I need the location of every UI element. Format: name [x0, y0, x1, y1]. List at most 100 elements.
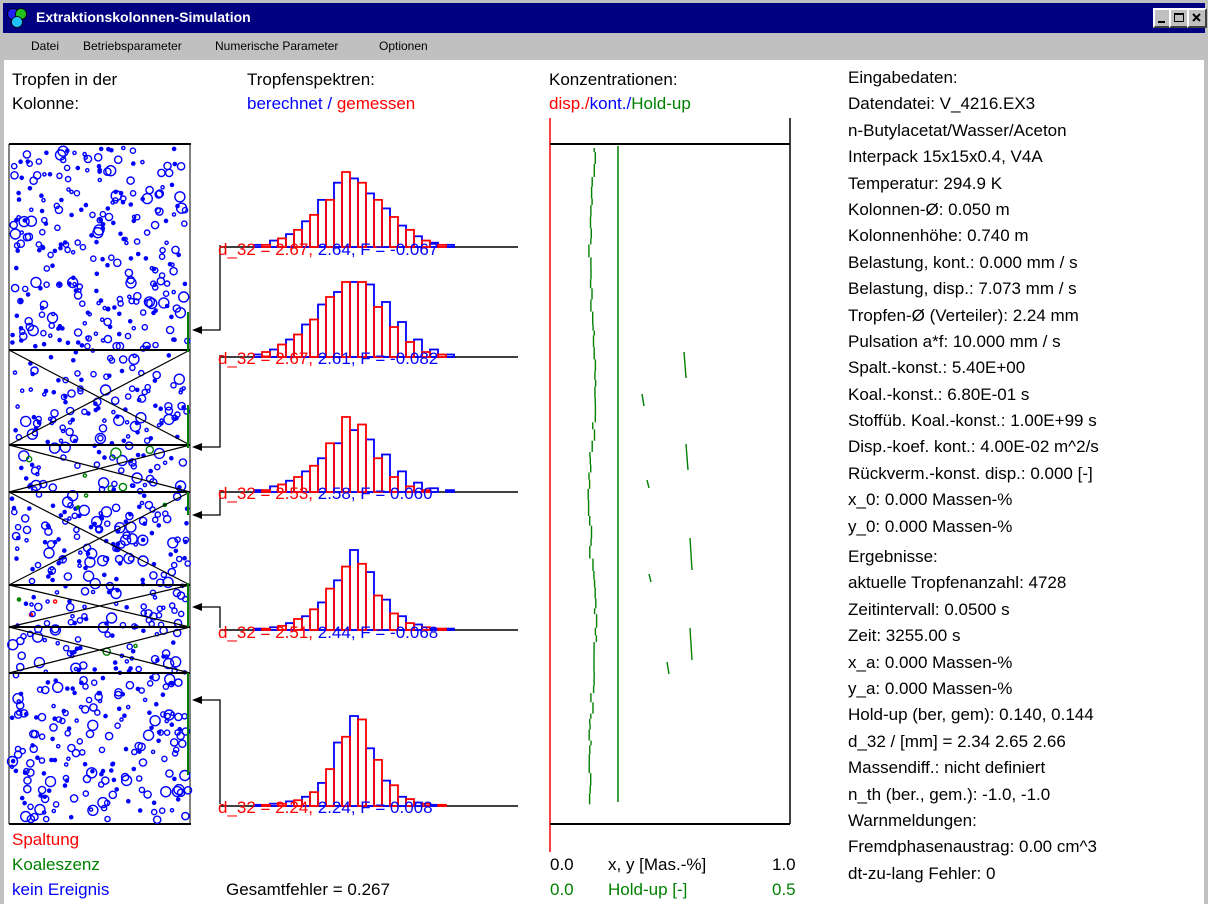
- drop: [62, 241, 70, 248]
- maximize-icon: [1174, 13, 1184, 22]
- results-line-1: aktuelle Tropfenanzahl: 4728: [848, 573, 1067, 593]
- drop: [125, 680, 135, 690]
- input-data-line-10: Pulsation a*f: 10.000 mm / s: [848, 331, 1061, 351]
- drop: [165, 325, 175, 335]
- drop: [152, 595, 158, 600]
- arrow-head-icon: [192, 696, 202, 704]
- drop: [176, 162, 186, 171]
- drop: [67, 743, 76, 753]
- drop: [96, 300, 101, 306]
- drop: [35, 158, 43, 165]
- drop: [70, 686, 75, 691]
- drop: [174, 306, 187, 319]
- sampling-arrow: [194, 245, 221, 331]
- drop: [93, 153, 103, 162]
- drop: [106, 589, 112, 595]
- menu-options[interactable]: Optionen: [379, 39, 428, 53]
- maximize-button[interactable]: [1169, 8, 1189, 28]
- drop: [179, 387, 184, 393]
- drop: [74, 718, 79, 723]
- drop: [169, 314, 174, 320]
- drop: [19, 388, 25, 394]
- input-data-line-1: Datendatei: V_4216.EX3: [848, 94, 1036, 114]
- drop: [105, 262, 110, 268]
- menu-numeric-parameters[interactable]: Numerische Parameter: [215, 39, 339, 53]
- drop: [67, 420, 73, 425]
- drop: [110, 761, 116, 767]
- drop: [47, 251, 54, 259]
- drop: [155, 658, 160, 663]
- histogram-bar-measured: [261, 489, 271, 493]
- drop: [149, 715, 161, 727]
- drop: [128, 256, 134, 261]
- menu-file[interactable]: Datei: [31, 39, 60, 53]
- drop: [10, 332, 15, 338]
- drop: [89, 703, 98, 712]
- drop: [59, 424, 67, 432]
- arrow-head-icon: [192, 326, 202, 334]
- drop: [18, 215, 30, 228]
- drop: [119, 534, 132, 546]
- drop: [111, 220, 116, 226]
- drop: [29, 610, 36, 618]
- histogram-bar-measured: [357, 562, 367, 631]
- histogram-bar-measured: [293, 799, 303, 807]
- histogram-bar-measured: [421, 802, 431, 807]
- drop: [60, 393, 68, 401]
- hist-label-5: d_32 = 2.24, 2.24, F = 0.008: [218, 798, 433, 817]
- drop: [65, 427, 74, 437]
- drop: [106, 146, 111, 152]
- drop: [40, 245, 46, 251]
- drop: [25, 159, 31, 164]
- drop: [129, 147, 137, 154]
- arrow-head-icon: [192, 603, 202, 611]
- results-line-11: Fremdphasenaustrag: 0.00 cm^3: [848, 837, 1097, 857]
- drop: [37, 712, 47, 722]
- drop: [102, 555, 110, 563]
- drop: [60, 454, 67, 461]
- histogram-bar-measured: [293, 476, 303, 493]
- drop: [57, 145, 69, 157]
- drop: [174, 712, 183, 722]
- drop: [112, 305, 117, 310]
- drop: [76, 559, 82, 564]
- drop: [131, 161, 136, 166]
- drop: [19, 175, 25, 181]
- drop: [175, 797, 181, 802]
- results-line-2: Zeitintervall: 0.0500 s: [848, 599, 1010, 619]
- sampling-arrow: [194, 490, 221, 516]
- drop: [127, 294, 132, 300]
- drop: [122, 713, 127, 719]
- drop: [100, 675, 106, 681]
- drop: [104, 731, 114, 741]
- drop: [90, 255, 97, 262]
- drop: [167, 537, 179, 549]
- drop: [33, 715, 39, 720]
- conc-title: Konzentrationen:: [549, 70, 678, 89]
- histogram-bar-measured: [341, 281, 351, 358]
- drop: [49, 723, 58, 732]
- histogram-bar-measured: [373, 306, 383, 358]
- histogram-bar-measured: [309, 791, 319, 807]
- drop: [19, 795, 25, 801]
- menu-operating-parameters[interactable]: Betriebsparameter: [83, 39, 182, 53]
- drop: [73, 189, 81, 197]
- drop: [139, 345, 147, 352]
- legend-sep: /: [327, 94, 333, 113]
- drop: [85, 729, 95, 739]
- drop: [82, 761, 88, 767]
- drop: [105, 581, 115, 591]
- drop: [144, 500, 154, 510]
- simulation-canvas: [6, 118, 791, 852]
- drop: [39, 228, 46, 236]
- drop: [120, 774, 133, 787]
- close-button[interactable]: [1187, 8, 1207, 28]
- drop: [72, 281, 77, 287]
- title-bar[interactable]: Extraktionskolonnen-Simulation: [3, 3, 1207, 33]
- drop: [105, 206, 111, 211]
- drop: [79, 749, 86, 756]
- drop: [35, 415, 43, 423]
- drop: [158, 297, 170, 309]
- drop: [111, 777, 117, 783]
- histogram-bar-computed: [445, 627, 455, 631]
